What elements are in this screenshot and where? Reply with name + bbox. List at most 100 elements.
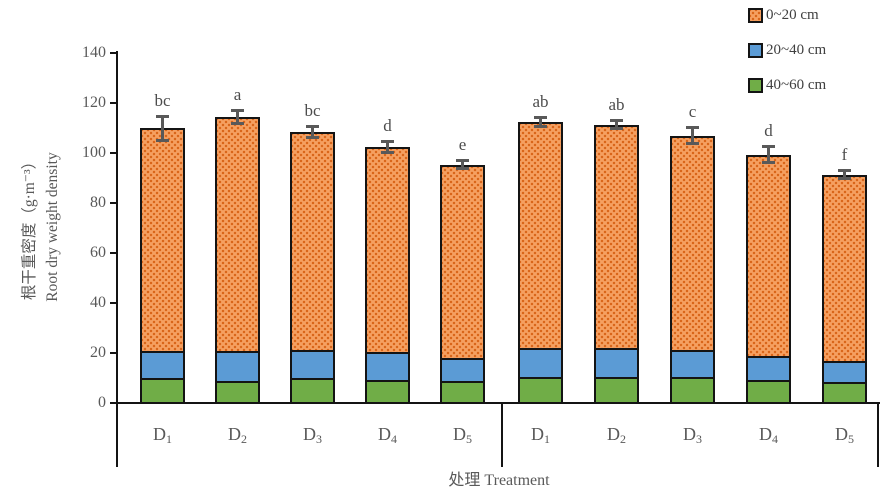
category-label: D3 [661, 424, 725, 447]
bar-segment-blue [670, 349, 715, 379]
bar-segment-green [140, 378, 185, 404]
bar-segment-orange [365, 147, 410, 354]
y-tick-label: 140 [82, 44, 106, 61]
bar-segment-green [594, 377, 639, 404]
category-label: D3 [281, 424, 345, 447]
error-bar-cap-bottom [456, 167, 469, 171]
error-bar-cap-top [156, 115, 169, 118]
bar-segment-green [365, 379, 410, 404]
error-bar-cap-bottom [762, 161, 775, 164]
category-label: D5 [813, 424, 877, 447]
error-bar-cap-top [762, 145, 775, 148]
y-tick-mark [110, 202, 116, 204]
bar-segment-orange [822, 174, 867, 363]
y-tick-mark [110, 402, 116, 404]
error-bar-line [767, 147, 770, 162]
error-bar-cap-bottom [156, 138, 169, 142]
y-tick-mark [110, 252, 116, 254]
category-label: D2 [585, 424, 649, 447]
category-label: D4 [356, 424, 420, 447]
bar-segment-blue [746, 355, 791, 382]
x-axis-title: 处理 Treatment [448, 472, 550, 489]
legend-swatch-depth_0_20 [748, 7, 763, 23]
category-label: D2 [206, 424, 270, 447]
category-label-base: D [453, 424, 466, 444]
bar-segment-blue [290, 349, 335, 381]
y-tick-label: 20 [90, 344, 106, 361]
legend-label: 20~40 cm [766, 41, 827, 58]
y-axis-title: 根干重密度（g·m⁻³） Root dry weight density [18, 152, 65, 301]
y-tick-mark [110, 302, 116, 304]
bar-segment-green [746, 379, 791, 404]
bar-segment-orange [290, 132, 335, 352]
y-tick-label: 0 [98, 394, 106, 411]
sig-letter: c [688, 102, 697, 122]
y-tick-label: 100 [82, 144, 106, 161]
error-bar-cap-top [456, 158, 469, 162]
bar-segment-orange [140, 128, 185, 353]
error-bar-line [615, 120, 618, 129]
bar-segment-green [518, 377, 563, 404]
bar-segment-green [822, 382, 867, 404]
legend-label: 40~60 cm [766, 76, 827, 93]
bar-segment-orange [215, 117, 260, 353]
error-bar-line [311, 127, 314, 137]
sig-letter: e [458, 134, 467, 154]
y-tick-label: 120 [82, 94, 106, 111]
legend-label: 0~20 cm [766, 6, 819, 23]
category-label-subscript: 4 [391, 432, 397, 446]
category-label-subscript: 5 [466, 432, 472, 446]
bar-segment-green [290, 378, 335, 404]
category-label-base: D [153, 424, 166, 444]
y-tick-label: 60 [90, 244, 106, 261]
bar-segment-blue [440, 358, 485, 383]
category-label-subscript: 3 [316, 432, 322, 446]
error-bar-cap-bottom [306, 136, 319, 139]
category-label-subscript: 2 [620, 432, 626, 446]
bar-segment-green [670, 377, 715, 404]
category-label: D1 [131, 424, 195, 447]
error-bar-line [691, 128, 694, 144]
category-label-base: D [835, 424, 848, 444]
category-separator [877, 402, 879, 467]
bar-segment-blue [594, 348, 639, 379]
error-bar-line [461, 160, 464, 169]
sig-letter: a [233, 84, 242, 104]
y-tick-mark [110, 102, 116, 104]
error-bar-cap-top [534, 116, 547, 120]
error-bar-cap-bottom [381, 151, 394, 154]
error-bar-cap-bottom [838, 177, 851, 181]
y-tick-label: 40 [90, 294, 106, 311]
error-bar-cap-top [306, 125, 319, 128]
legend-swatch-depth_40_60 [748, 77, 763, 93]
category-label-subscript: 1 [544, 432, 550, 446]
error-bar-cap-top [381, 140, 394, 143]
category-label-base: D [531, 424, 544, 444]
category-label: D4 [737, 424, 801, 447]
error-bar-cap-bottom [686, 142, 699, 146]
category-label-subscript: 2 [241, 432, 247, 446]
y-axis-title-en: Root dry weight density [44, 152, 61, 302]
category-label-base: D [228, 424, 241, 444]
x-axis-line [116, 402, 880, 404]
bar-segment-orange [746, 154, 791, 358]
y-axis-line [116, 51, 118, 467]
bar-segment-blue [140, 350, 185, 381]
error-bar-cap-bottom [610, 127, 623, 131]
bar-segment-blue [822, 360, 867, 384]
y-tick-mark [110, 152, 116, 154]
bar-segment-blue [365, 352, 410, 382]
sig-letter: bc [154, 91, 171, 110]
legend-swatch-depth_20_40 [748, 42, 763, 58]
sig-letter: d [764, 121, 773, 140]
y-tick-label: 80 [90, 194, 106, 211]
error-bar-line [386, 142, 389, 152]
y-tick-mark [110, 52, 116, 54]
bar-segment-green [215, 380, 260, 404]
category-label-subscript: 3 [696, 432, 702, 446]
sig-letter: d [383, 116, 392, 135]
sig-letter: f [841, 144, 848, 164]
error-bar-cap-top [686, 126, 699, 130]
bar-segment-orange [670, 135, 715, 352]
